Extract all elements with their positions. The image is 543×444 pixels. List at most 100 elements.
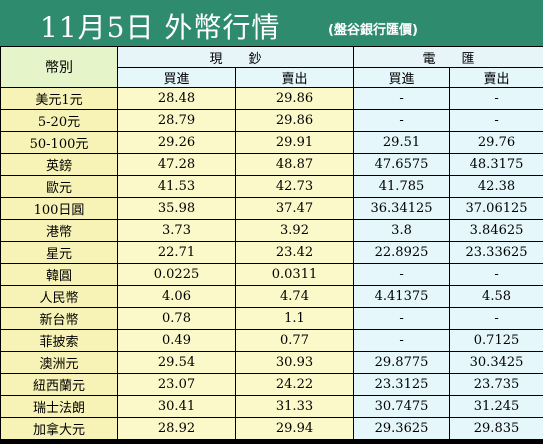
currency-name-cell: 加拿大元 <box>0 417 118 440</box>
cash-sell-cell: 24.22 <box>234 373 355 396</box>
currency-name-cell: 英鎊 <box>0 153 118 176</box>
tt-buy-cell: - <box>353 263 451 286</box>
tt-buy-cell: 29.51 <box>353 131 451 154</box>
currency-name-cell: 歐元 <box>0 175 118 198</box>
table-row: 美元1元 28.48 29.86- - <box>0 87 543 110</box>
header-cash-buy: 買進 <box>117 67 236 88</box>
cash-buy-cell: 41.53 <box>117 175 236 198</box>
tt-buy-cell: - <box>353 329 451 352</box>
cash-buy-cell: 28.92 <box>117 417 236 440</box>
cash-buy-cell: 22.71 <box>117 241 236 264</box>
currency-name-cell: 美元1元 <box>0 87 118 110</box>
tt-buy-cell: 4.41375 <box>353 285 451 308</box>
currency-name-cell: 澳洲元 <box>0 351 118 374</box>
tt-sell-cell: 4.58 <box>449 285 543 308</box>
cash-buy-cell: 0.49 <box>117 329 236 352</box>
cash-sell-cell: 30.93 <box>234 351 355 374</box>
cash-sell-cell: 42.73 <box>234 175 355 198</box>
cash-buy-cell: 35.98 <box>117 197 236 220</box>
cash-buy-cell: 30.41 <box>117 395 236 418</box>
tt-sell-cell: 48.3175 <box>449 153 543 176</box>
tt-buy-cell: - <box>353 87 451 110</box>
tt-sell-cell: - <box>449 87 543 110</box>
cash-buy-cell: 0.78 <box>117 307 236 330</box>
currency-name-cell: 新台幣 <box>0 307 118 330</box>
page-title: 11月5日 外幣行情 <box>40 11 281 44</box>
tt-sell-cell: 29.835 <box>449 417 543 440</box>
currency-name-cell: 菲披索 <box>0 329 118 352</box>
table-row: 韓圓 0.0225 0.0311- - <box>0 263 543 286</box>
cash-sell-cell: 29.86 <box>234 109 355 132</box>
tt-sell-cell: 23.33625 <box>449 241 543 264</box>
tt-sell-cell: 3.84625 <box>449 219 543 242</box>
page-subtitle: (盤谷銀行匯價) <box>328 23 418 38</box>
cash-buy-cell: 28.79 <box>117 109 236 132</box>
header-tt-sell: 賣出 <box>449 67 543 88</box>
tt-sell-cell: - <box>449 109 543 132</box>
table-row: 星元 22.71 23.42 22.8925 23.33625 <box>0 241 543 264</box>
tt-buy-cell: 47.6575 <box>353 153 451 176</box>
currency-name-cell: 韓圓 <box>0 263 118 286</box>
table-row: 人民幣 4.06 4.74 4.41375 4.58 <box>0 285 543 308</box>
table-row: 100日圓 35.98 37.47 36.34125 37.06125 <box>0 197 543 220</box>
tt-buy-cell: - <box>353 307 451 330</box>
table-row: 5-20元 28.79 29.86- - <box>0 109 543 132</box>
cash-sell-cell: 4.74 <box>234 285 355 308</box>
tt-buy-cell: 30.7475 <box>353 395 451 418</box>
currency-name-cell: 5-20元 <box>0 109 118 132</box>
cash-sell-cell: 48.87 <box>234 153 355 176</box>
cash-sell-cell: 37.47 <box>234 197 355 220</box>
tt-sell-cell: - <box>449 307 543 330</box>
tt-sell-cell: - <box>449 263 543 286</box>
header-transfer: 電 匯 <box>353 46 543 68</box>
cash-sell-cell: 29.94 <box>234 417 355 440</box>
tt-sell-cell: 23.735 <box>449 373 543 396</box>
cash-buy-cell: 29.26 <box>117 131 236 154</box>
tt-buy-cell: 29.3625 <box>353 417 451 440</box>
cash-sell-cell: 0.0311 <box>234 263 355 286</box>
tt-buy-cell: 22.8925 <box>353 241 451 264</box>
tt-sell-cell: 29.76 <box>449 131 543 154</box>
table-row: 英鎊 47.28 48.87 47.6575 48.3175 <box>0 153 543 176</box>
tt-sell-cell: 30.3425 <box>449 351 543 374</box>
header-cash-sell: 賣出 <box>234 67 355 88</box>
cash-buy-cell: 28.48 <box>117 87 236 110</box>
currency-name-cell: 50-100元 <box>0 131 118 154</box>
header-cash: 現 鈔 <box>116 46 355 68</box>
cash-sell-cell: 3.92 <box>234 219 355 242</box>
cash-buy-cell: 23.07 <box>117 373 236 396</box>
tt-buy-cell: - <box>353 109 451 132</box>
table-row: 澳洲元 29.54 30.93 29.8775 30.3425 <box>0 351 543 374</box>
tt-buy-cell: 23.3125 <box>353 373 451 396</box>
cash-sell-cell: 29.86 <box>234 87 355 110</box>
table-row: 新台幣 0.78 1.1- - <box>0 307 543 330</box>
cash-sell-cell: 1.1 <box>234 307 355 330</box>
currency-name-cell: 100日圓 <box>0 197 118 220</box>
header-tt-buy: 買進 <box>353 67 451 88</box>
currency-name-cell: 港幣 <box>0 219 118 242</box>
title-bar: 11月5日 外幣行情 (盤谷銀行匯價) <box>0 0 543 46</box>
table-row: 紐西蘭元 23.07 24.22 23.3125 23.735 <box>0 373 543 396</box>
tt-buy-cell: 29.8775 <box>353 351 451 374</box>
tt-buy-cell: 36.34125 <box>353 197 451 220</box>
cash-sell-cell: 31.33 <box>234 395 355 418</box>
tt-buy-cell: 3.8 <box>353 219 451 242</box>
currency-name-cell: 星元 <box>0 241 118 264</box>
currency-name-cell: 紐西蘭元 <box>0 373 118 396</box>
tt-sell-cell: 31.245 <box>449 395 543 418</box>
header-currency: 幣別 <box>0 46 118 88</box>
tt-buy-cell: 41.785 <box>353 175 451 198</box>
tt-sell-cell: 42.38 <box>449 175 543 198</box>
cash-buy-cell: 4.06 <box>117 285 236 308</box>
cash-sell-cell: 0.77 <box>234 329 355 352</box>
table-row: 瑞士法朗 30.41 31.33 30.7475 31.245 <box>0 395 543 418</box>
cash-buy-cell: 29.54 <box>117 351 236 374</box>
tt-sell-cell: 37.06125 <box>449 197 543 220</box>
rate-rows: 美元1元 28.48 29.86- -5-20元 28.79 29.86- -50-100元… <box>0 87 543 440</box>
tt-sell-cell: 0.7125 <box>449 329 543 352</box>
currency-name-cell: 人民幣 <box>0 285 118 308</box>
table-row: 加拿大元 28.92 29.94 29.3625 29.835 <box>0 417 543 440</box>
table-row: 菲披索 0.49 0.77-0.7125 <box>0 329 543 352</box>
currency-name-cell: 瑞士法朗 <box>0 395 118 418</box>
